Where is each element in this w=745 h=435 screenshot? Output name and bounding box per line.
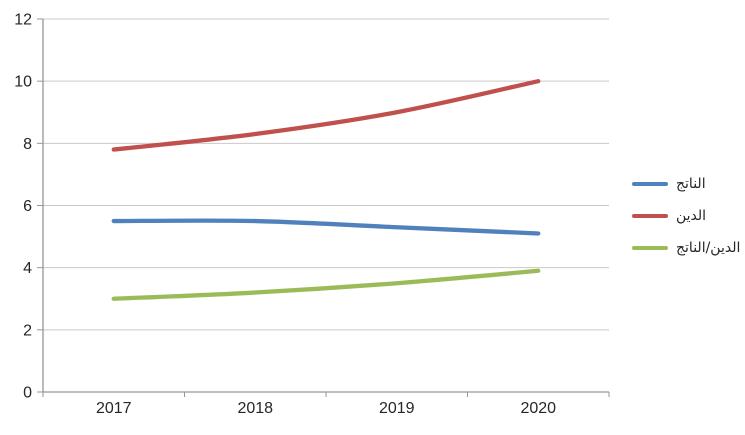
- legend-label-debt-to-output: الدين/الناتج: [676, 240, 741, 256]
- series-line-0: [111, 218, 541, 236]
- y-axis-label: 4: [23, 260, 32, 277]
- series-line-2: [111, 268, 541, 301]
- x-axis-label: 2020: [520, 400, 556, 417]
- x-axis-label: 2017: [96, 400, 132, 417]
- legend-item-output: الناتج: [632, 174, 740, 194]
- y-axis-label: 0: [23, 385, 32, 402]
- legend-swatch-debt: [632, 214, 668, 218]
- legend-item-debt-to-output: الدين/الناتج: [632, 238, 740, 258]
- x-axis-label: 2019: [379, 400, 415, 417]
- legend-swatch-output: [632, 182, 668, 186]
- y-axis-label: 6: [23, 198, 32, 215]
- chart-legend: الناتج الدين الدين/الناتج: [632, 174, 740, 258]
- y-axis-label: 10: [14, 74, 32, 91]
- series-line-1: [111, 79, 541, 152]
- x-axis-label: 2018: [237, 400, 273, 417]
- y-axis-label: 12: [14, 12, 32, 29]
- legend-swatch-debt-to-output: [632, 246, 668, 250]
- legend-item-debt: الدين: [632, 206, 740, 226]
- legend-label-output: الناتج: [676, 176, 706, 192]
- y-axis-label: 8: [23, 136, 32, 153]
- y-axis-label: 2: [23, 322, 32, 339]
- legend-label-debt: الدين: [676, 208, 707, 224]
